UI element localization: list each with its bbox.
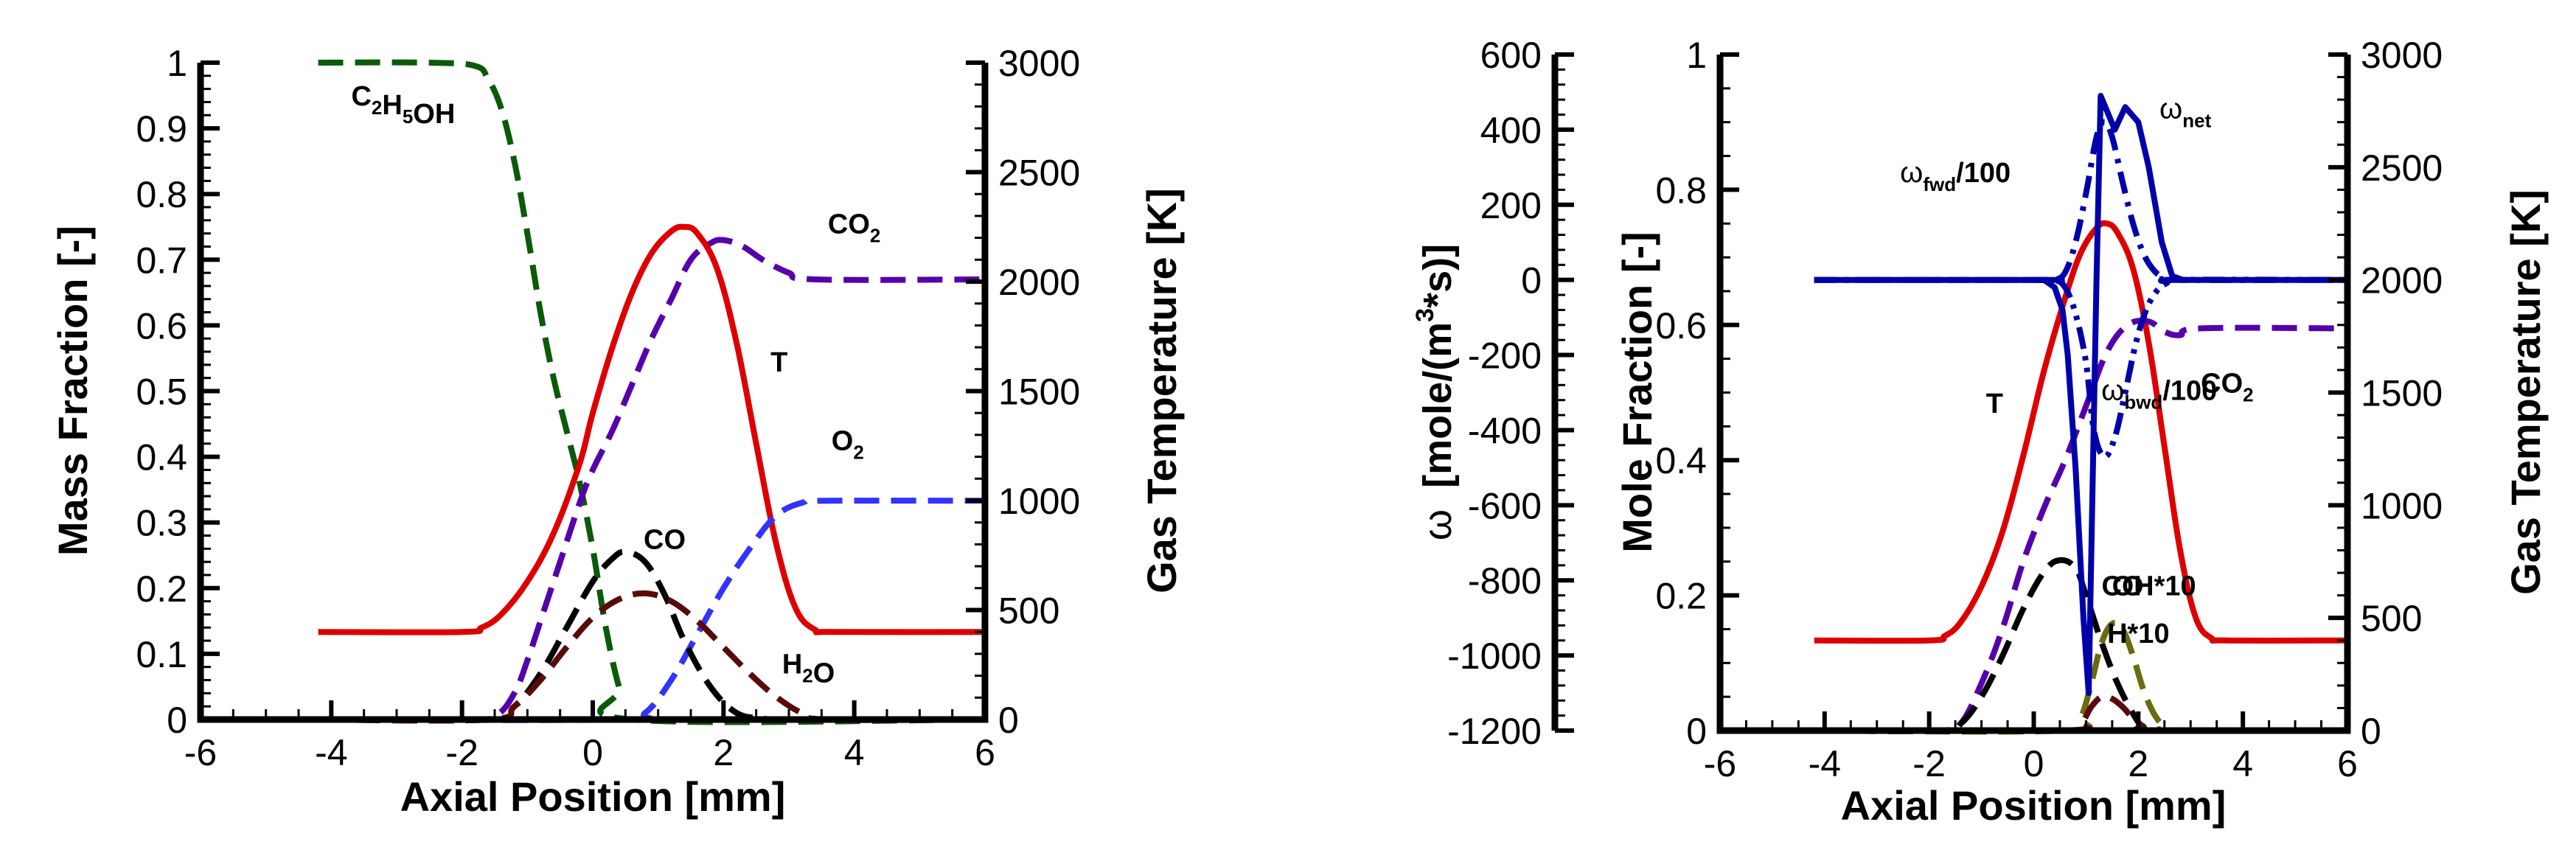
y-tick-label: 1 [167, 43, 187, 84]
curve-label: T [770, 347, 787, 378]
curve-label: ωnet [2159, 93, 2212, 132]
x-tick-label: 6 [975, 732, 995, 773]
x-tick-label: -2 [1912, 743, 1945, 784]
omega-units-tail: *s)] [1416, 244, 1460, 308]
y2-tick-label: 500 [998, 591, 1059, 632]
x-tick-label: 0 [2024, 743, 2044, 784]
left-y2-axis-title: Gas Temperature [K] [1138, 188, 1185, 593]
y-tick-label: 0.5 [136, 372, 187, 413]
y-tick-label: 0.8 [136, 174, 187, 215]
right-chart-panel: -6 -4 -2 0 2 4 600.20.40.60.810500100015002000… [1411, 35, 2549, 829]
y-tick-label: 0.6 [1655, 305, 1707, 346]
omega-tick-label: -1000 [1447, 635, 1542, 677]
curve-label: O2 [832, 426, 864, 464]
right-y2-axis-title: Gas Temperature [K] [2502, 189, 2549, 595]
omega-tick-label: 400 [1480, 110, 1542, 151]
y-tick-label: 0.7 [136, 240, 187, 281]
right-chart-curves [1814, 93, 2348, 735]
series-h-10-line [1814, 693, 2348, 734]
omega-units: [mole/(m [1416, 322, 1460, 488]
omega-tick-label: -1200 [1447, 711, 1542, 752]
omega-tick-label: 200 [1480, 185, 1542, 226]
left-chart-axes: -6 -4 -2 0 2 4 600.10.20.30.40.50.60.70.80.910… [136, 43, 1080, 773]
curve-label: T [1986, 389, 2003, 419]
y2-tick-label: 1500 [2361, 373, 2443, 414]
series-omega-net-line [1814, 93, 2347, 697]
curve-label: ωfwd/100 [1900, 156, 2011, 195]
x-tick-label: 0 [582, 732, 603, 773]
y-tick-label: 0.9 [136, 108, 187, 150]
y2-tick-label: 1000 [2361, 485, 2443, 526]
curve-label: H*10 [2107, 619, 2170, 649]
curve-label: CO2 [828, 209, 880, 247]
omega-tick-label: 0 [1521, 260, 1542, 302]
y2-tick-label: 2500 [998, 153, 1080, 194]
y2-tick-label: 1500 [998, 372, 1080, 413]
y2-tick-label: 2000 [998, 262, 1080, 303]
omega-tick-label: -800 [1468, 560, 1542, 602]
y-tick-label: 0.4 [136, 437, 187, 478]
x-tick-label: -6 [184, 732, 217, 773]
left-chart-curve-labels: C2H5OH CO2 T O2 CO H2O [351, 81, 880, 689]
x-tick-label: 4 [2232, 743, 2253, 784]
x-tick-label: -4 [1809, 743, 1841, 784]
curve-label: CO [644, 524, 686, 555]
y2-tick-label: 1000 [998, 481, 1080, 522]
series-co-line [318, 548, 986, 724]
y2-tick-label: 3000 [2361, 35, 2443, 76]
y2-tick-label: 0 [998, 700, 1019, 741]
left-x-axis-title: Axial Position [mm] [400, 773, 786, 820]
x-tick-label: -4 [315, 732, 347, 773]
x-tick-label: 2 [713, 732, 734, 773]
left-y-axis-title: Mass Fraction [-] [49, 226, 96, 556]
y-tick-label: 0.1 [136, 634, 187, 675]
curve-label: CO2 [2201, 369, 2253, 406]
curve-label: OH*10 [2112, 571, 2196, 602]
omega-tick-label: -600 [1468, 485, 1542, 526]
y-tick-label: 0.3 [136, 503, 187, 544]
curve-label: H2O [782, 649, 835, 689]
right-x-axis-title: Axial Position [mm] [1841, 782, 2227, 829]
right-y-left-axis-title: Mole Fraction [-] [1614, 231, 1660, 553]
omega-units-superscript: 3 [1411, 308, 1439, 322]
curve-label: CO [2102, 571, 2144, 602]
series-co2-line [318, 237, 986, 723]
series-t-line [318, 223, 986, 635]
y-tick-label: 0 [167, 700, 187, 741]
y-tick-label: 0 [1686, 711, 1707, 752]
y2-tick-label: 2000 [2361, 260, 2443, 302]
y-tick-label: 0.8 [1655, 170, 1707, 211]
curve-label: ωbwd/100 [2101, 375, 2217, 414]
omega-axis-title: ω [mole/(m3*s)] [1411, 244, 1460, 540]
x-tick-label: -6 [1704, 743, 1736, 784]
y2-tick-label: 3000 [998, 43, 1080, 84]
series-omega-bwd-100-line [1814, 276, 2348, 460]
left-chart-panel: -6 -4 -2 0 2 4 600.10.20.30.40.50.60.70.80.910… [49, 43, 1185, 820]
omega-symbol: ω [1416, 509, 1460, 540]
omega-tick-label: -400 [1468, 410, 1542, 451]
left-chart-curves [318, 59, 986, 725]
y2-tick-label: 0 [2361, 711, 2381, 752]
x-tick-label: 2 [2128, 743, 2148, 784]
y2-tick-label: 500 [2361, 598, 2422, 639]
y-tick-label: 0.2 [136, 568, 187, 610]
y-tick-label: 1 [1686, 35, 1707, 76]
curve-label: C2H5OH [351, 81, 455, 130]
x-tick-label: 6 [2337, 743, 2358, 784]
y-tick-label: 0.6 [136, 305, 187, 346]
x-tick-label: 4 [844, 732, 865, 773]
right-chart-axes: -6 -4 -2 0 2 4 600.20.40.60.810500100015002000… [1447, 35, 2443, 784]
omega-tick-label: -200 [1468, 335, 1542, 377]
x-tick-label: -2 [445, 732, 478, 773]
series-h2o-line [318, 590, 986, 724]
series-c2h5oh-line [318, 59, 986, 725]
y2-tick-label: 2500 [2361, 147, 2443, 189]
y-tick-label: 0.2 [1655, 576, 1707, 617]
omega-tick-label: 600 [1480, 35, 1542, 76]
y-tick-label: 0.4 [1655, 440, 1707, 481]
